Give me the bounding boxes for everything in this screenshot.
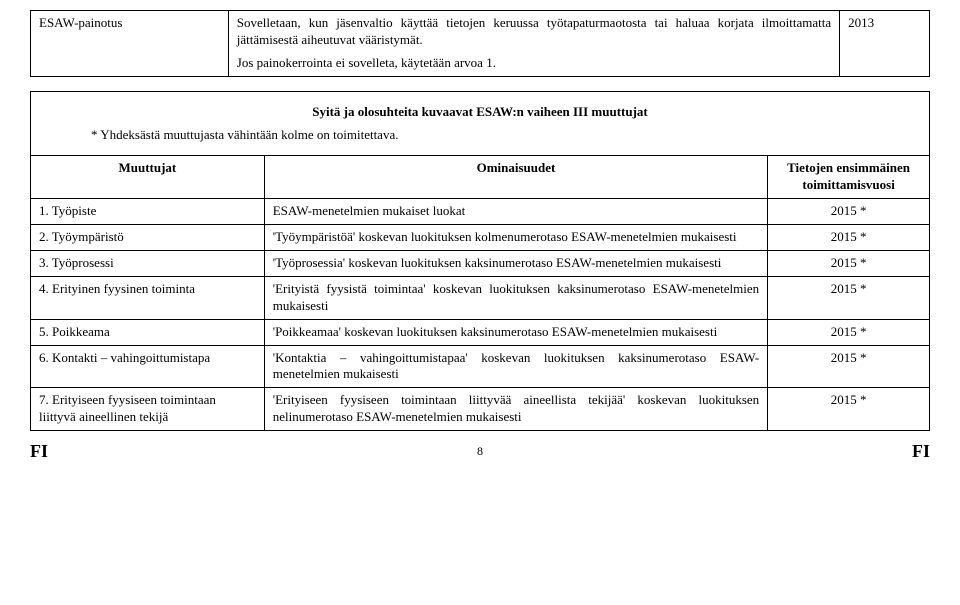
cell-year: 2015 * (768, 388, 930, 431)
table-header-row: Muuttujat Ominaisuudet Tietojen ensimmäi… (31, 156, 930, 199)
cell-property: 'Erityistä fyysistä toimintaa' koskevan … (264, 276, 767, 319)
page-number: 8 (477, 444, 483, 459)
table-row: 5. Poikkeama'Poikkeamaa' koskevan luokit… (31, 319, 930, 345)
col-header-3: Tietojen ensimmäinen toimittamisvuosi (768, 156, 930, 199)
row-desc: Sovelletaan, kun jäsenvaltio käyttää tie… (228, 11, 839, 77)
desc-line2: Jos painokerrointa ei sovelleta, käytetä… (237, 55, 831, 72)
heading-line2: * Yhdeksästä muuttujasta vähintään kolme… (51, 127, 909, 144)
cell-year: 2015 * (768, 319, 930, 345)
col-header-1: Muuttujat (31, 156, 265, 199)
footer-right: FI (912, 441, 930, 462)
cell-variable: 1. Työpiste (31, 199, 265, 225)
cell-property: 'Työprosessia' koskevan luokituksen kaks… (264, 251, 767, 277)
row-year: 2013 (840, 11, 930, 77)
cell-year: 2015 * (768, 199, 930, 225)
cell-property: 'Kontaktia – vahingoittumistapaa' koskev… (264, 345, 767, 388)
table-row: 4. Erityinen fyysinen toiminta'Erityistä… (31, 276, 930, 319)
cell-variable: 4. Erityinen fyysinen toiminta (31, 276, 265, 319)
cell-property: 'Poikkeamaa' koskevan luokituksen kaksin… (264, 319, 767, 345)
row-label: ESAW-painotus (31, 11, 229, 77)
cell-property: 'Työympäristöä' koskevan luokituksen kol… (264, 225, 767, 251)
cell-year: 2015 * (768, 251, 930, 277)
table-row: 7. Erityiseen fyysiseen toimintaan liitt… (31, 388, 930, 431)
table-row: ESAW-painotus Sovelletaan, kun jäsenvalt… (31, 11, 930, 77)
cell-variable: 3. Työprosessi (31, 251, 265, 277)
heading-line1: Syitä ja olosuhteita kuvaavat ESAW:n vai… (51, 104, 909, 121)
cell-variable: 2. Työympäristö (31, 225, 265, 251)
table-row: 3. Työprosessi'Työprosessia' koskevan lu… (31, 251, 930, 277)
table-row: 1. TyöpisteESAW-menetelmien mukaiset luo… (31, 199, 930, 225)
table-heading: Syitä ja olosuhteita kuvaavat ESAW:n vai… (31, 91, 930, 156)
desc-line1: Sovelletaan, kun jäsenvaltio käyttää tie… (237, 15, 831, 49)
table-row: 6. Kontakti – vahingoittumistapa'Kontakt… (31, 345, 930, 388)
cell-variable: 6. Kontakti – vahingoittumistapa (31, 345, 265, 388)
cell-year: 2015 * (768, 345, 930, 388)
col-header-2: Ominaisuudet (264, 156, 767, 199)
footer-left: FI (30, 441, 48, 462)
page-footer: FI 8 FI (30, 441, 930, 462)
cell-variable: 7. Erityiseen fyysiseen toimintaan liitt… (31, 388, 265, 431)
mid-table: Syitä ja olosuhteita kuvaavat ESAW:n vai… (30, 91, 930, 431)
cell-year: 2015 * (768, 225, 930, 251)
top-table: ESAW-painotus Sovelletaan, kun jäsenvalt… (30, 10, 930, 77)
cell-variable: 5. Poikkeama (31, 319, 265, 345)
cell-year: 2015 * (768, 276, 930, 319)
table-heading-row: Syitä ja olosuhteita kuvaavat ESAW:n vai… (31, 91, 930, 156)
cell-property: ESAW-menetelmien mukaiset luokat (264, 199, 767, 225)
table-row: 2. Työympäristö'Työympäristöä' koskevan … (31, 225, 930, 251)
cell-property: 'Erityiseen fyysiseen toimintaan liittyv… (264, 388, 767, 431)
